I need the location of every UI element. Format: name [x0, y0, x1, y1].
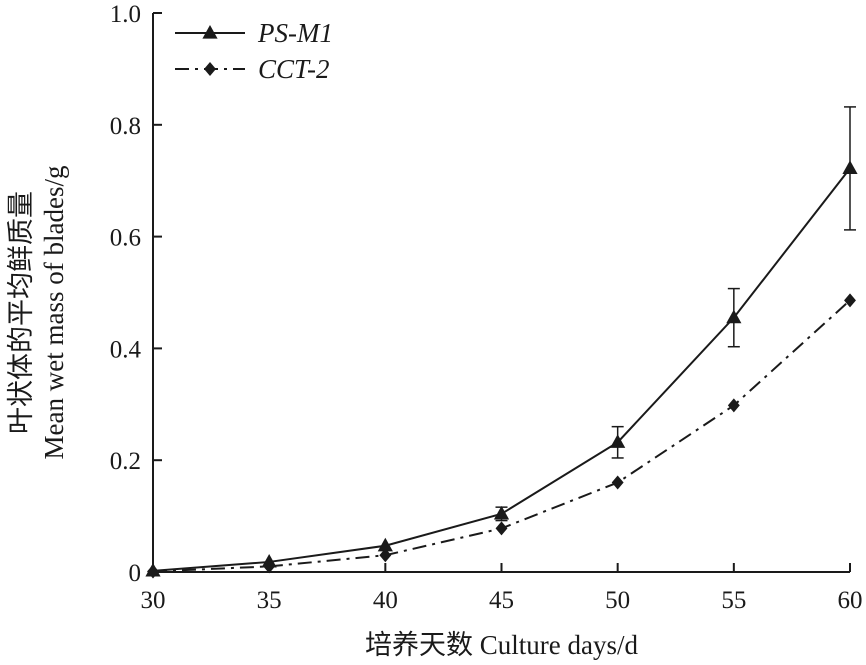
x-tick-label: 60: [838, 587, 863, 614]
legend-label-cct-2: CCT-2: [258, 54, 330, 84]
legend: PS-M1 CCT-2: [175, 18, 333, 84]
series-ps-m1: [145, 106, 858, 577]
data-point-diamond: [263, 559, 276, 574]
x-axis-title: 培养天数 Culture days/d: [365, 630, 638, 660]
y-axis-title-cn: 叶状体的平均鲜质量: [6, 191, 36, 434]
data-point-diamond: [147, 564, 159, 579]
x-tick-label: 40: [373, 587, 398, 614]
y-tick-label: 0.6: [110, 225, 141, 252]
y-tick-label: 0.4: [110, 336, 142, 363]
data-point-diamond: [611, 475, 624, 490]
data-point-triangle: [493, 505, 510, 520]
x-tick-label: 50: [605, 587, 630, 614]
data-point-triangle: [726, 309, 742, 324]
y-ticks: 0 0.2 0.4 0.6 0.8 1.0: [110, 1, 162, 587]
y-tick-label: 0: [129, 560, 142, 587]
data-point-diamond: [379, 548, 392, 563]
x-tick-label: 55: [721, 587, 746, 614]
series-cct-2: [147, 293, 856, 579]
data-point-triangle: [377, 537, 393, 552]
series-layer: [145, 106, 858, 579]
legend-label-ps-m1: PS-M1: [257, 18, 333, 48]
data-point-diamond: [844, 293, 856, 308]
x-tick-label: 45: [489, 587, 514, 614]
data-point-diamond: [727, 398, 740, 413]
legend-marker-triangle: [202, 25, 218, 39]
data-point-triangle: [842, 160, 858, 175]
legend-item-ps-m1: PS-M1: [175, 18, 333, 48]
y-tick-label: 1.0: [110, 1, 141, 28]
legend-marker-diamond: [204, 62, 216, 76]
x-tick-label: 35: [257, 587, 282, 614]
x-ticks: 30 35 40 45 50 55 60: [141, 563, 863, 614]
data-point-diamond: [495, 521, 508, 536]
axes: [152, 13, 850, 573]
data-point-triangle: [610, 434, 626, 448]
y-tick-label: 0.8: [110, 113, 141, 140]
legend-item-cct-2: CCT-2: [175, 54, 330, 84]
y-axis-title-en: Mean wet mass of blades/g: [39, 166, 69, 460]
y-tick-label: 0.2: [110, 448, 141, 475]
x-tick-label: 30: [141, 587, 166, 614]
